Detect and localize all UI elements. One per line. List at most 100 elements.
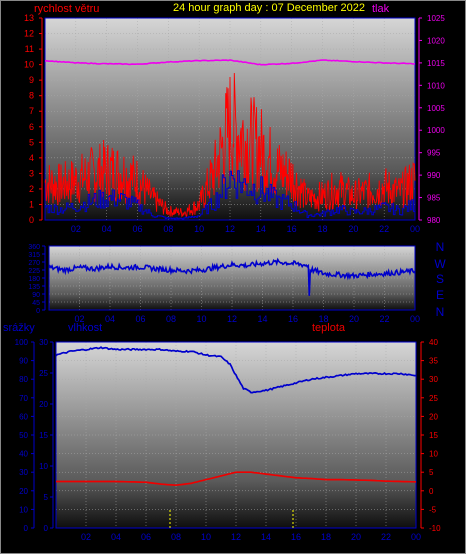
pressure-y-tick-label: 1000 (427, 126, 445, 135)
compass-north-bottom: N (436, 305, 445, 319)
humidity-panel-x-tick-label: 04 (111, 532, 121, 542)
direction-panel-x-tick-label: 04 (105, 314, 115, 324)
humidity-panel-frame (55, 341, 417, 529)
direction-y-tick-label: 270 (28, 260, 40, 267)
temperature-y-tick-label: 0 (429, 487, 434, 496)
pressure-y-tick-label: 1025 (427, 14, 445, 23)
compass-north-top: N (436, 240, 445, 254)
compass-east: E (436, 288, 444, 302)
wind-y-tick-label: 8 (29, 91, 34, 101)
wind-y-tick-label: 0 (29, 215, 34, 225)
wind-speed-label: rychlost větru (34, 3, 99, 15)
pressure-y-tick-label: 1015 (427, 59, 445, 68)
chart-marks: 02 04 06 08 10 12 14 16 18 20 22 000123456789101112… (15, 13, 446, 542)
temperature-y-tick-label: -5 (429, 505, 437, 514)
temperature-y-tick-label: 15 (429, 431, 438, 440)
direction-y-tick-label: 315 (28, 252, 40, 259)
wind-panel-x-tick-label: 04 (102, 224, 112, 234)
rain-y-tick-label: 50 (19, 431, 28, 440)
direction-panel-x-tick-label: 00 (410, 314, 420, 324)
direction-panel-x-tick-label: 14 (257, 314, 267, 324)
temperature-y-tick-label: 25 (429, 394, 438, 403)
temperature-y-tick-label: 40 (429, 338, 438, 347)
direction-y-tick-label: 90 (32, 292, 40, 299)
direction-panel-x-tick-label: 12 (227, 314, 237, 324)
humidity-panel-x-tick-label: 16 (291, 532, 301, 542)
humidity-y-tick-label: 30 (39, 338, 48, 347)
humidity-panel-x-tick-label: 10 (201, 532, 211, 542)
wind-panel-x-tick-label: 12 (225, 224, 235, 234)
humidity-y-tick-label: 5 (44, 493, 49, 502)
humidity-y-tick-label: 20 (39, 400, 48, 409)
humidity-line (55, 346, 416, 394)
wind-panel-x-tick-label: 10 (194, 224, 204, 234)
wind-y-tick-label: 13 (24, 13, 34, 23)
direction-panel-x-tick-label: 02 (74, 314, 84, 324)
wind-y-tick-label: 6 (29, 122, 34, 132)
rain-y-tick-label: 20 (19, 487, 28, 496)
compass-south: S (436, 272, 444, 286)
direction-panel-x-tick-label: 10 (196, 314, 206, 324)
rain-y-tick-label: 70 (19, 394, 28, 403)
direction-y-tick-label: 360 (28, 244, 40, 251)
pressure-label: tlak (372, 3, 390, 15)
humidity-panel-x-tick-label: 20 (351, 532, 361, 542)
wind-panel-x-tick-label: 08 (163, 224, 173, 234)
pressure-y-tick-label: 1020 (427, 36, 445, 45)
wind-panel-x-tick-label: 16 (287, 224, 297, 234)
humidity-panel-x-tick-label: 06 (141, 532, 151, 542)
humidity-y-tick-label: 0 (44, 524, 49, 533)
rain-y-tick-label: 80 (19, 375, 28, 384)
rain-y-tick-label: 10 (19, 505, 28, 514)
rain-y-tick-label: 90 (19, 357, 28, 366)
pressure-y-tick-label: 980 (427, 216, 441, 225)
wind-y-tick-label: 12 (24, 29, 34, 39)
direction-panel-frame (48, 245, 416, 311)
humidity-panel-x-tick-label: 22 (381, 532, 391, 542)
wind-y-tick-label: 1 (29, 199, 34, 209)
temperature-line (56, 471, 417, 487)
wind-y-tick-label: 9 (29, 75, 34, 85)
rain-y-tick-label: 60 (19, 412, 28, 421)
wind-direction-line (48, 257, 416, 296)
humidity-panel-x-tick-label: 18 (321, 532, 331, 542)
humidity-y-tick-label: 15 (39, 431, 48, 440)
wind-y-tick-label: 7 (29, 106, 34, 116)
pressure-y-tick-label: 995 (427, 149, 441, 158)
humidity-panel-x-tick-label: 00 (411, 532, 421, 542)
rain-y-tick-label: 100 (15, 338, 29, 347)
wind-y-tick-label: 10 (24, 60, 34, 70)
direction-panel-x-tick-label: 06 (135, 314, 145, 324)
graph-date-title: 24 hour graph day : 07 December 2022 (173, 2, 365, 14)
temperature-label: teplota (312, 322, 346, 334)
humidity-panel-x-tick-label: 12 (231, 532, 241, 542)
rain-y-tick-label: 40 (19, 450, 28, 459)
wind-panel-x-tick-label: 02 (71, 224, 81, 234)
rain-label: srážky (3, 322, 35, 334)
temperature-y-tick-label: 20 (429, 412, 438, 421)
pressure-y-tick-label: 990 (427, 171, 441, 180)
rain-y-tick-label: 0 (24, 524, 29, 533)
wind-y-tick-label: 2 (29, 184, 34, 194)
temperature-y-tick-label: 35 (429, 357, 438, 366)
humidity-y-tick-label: 25 (39, 369, 48, 378)
wind-panel-x-tick-label: 14 (256, 224, 266, 234)
pressure-y-tick-label: 1005 (427, 104, 445, 113)
wind-y-tick-label: 4 (29, 153, 34, 163)
wind-gust-line (44, 72, 416, 218)
wind-y-tick-label: 11 (25, 44, 34, 54)
wind-average-line (45, 170, 416, 220)
temperature-y-tick-label: 30 (429, 375, 438, 384)
direction-y-tick-label: 225 (28, 268, 40, 275)
humidity-label: vlhkost (68, 322, 102, 334)
pressure-y-tick-label: 1010 (427, 81, 445, 90)
temperature-y-tick-label: 5 (429, 468, 434, 477)
wind-y-tick-label: 3 (29, 168, 34, 178)
compass-west: W (434, 257, 446, 271)
humidity-y-tick-label: 10 (39, 462, 48, 471)
wind-panel-x-tick-label: 22 (379, 224, 389, 234)
humidity-panel-x-tick-label: 02 (81, 532, 91, 542)
direction-y-tick-label: 0 (36, 308, 40, 315)
